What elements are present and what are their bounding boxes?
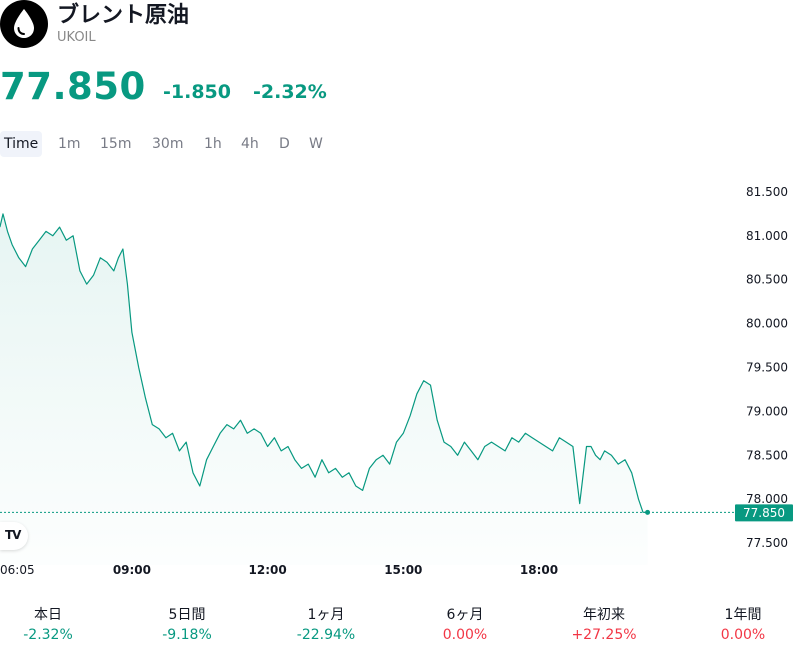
y-tick-label: 77.500 xyxy=(746,536,788,550)
perf-value: -9.18% xyxy=(162,627,212,643)
tab-1h[interactable]: 1h xyxy=(204,136,222,152)
header: ブレント原油 UKOIL xyxy=(0,0,800,60)
price-chart[interactable]: 81.500 81.000 80.500 80.000 79.500 79.000 78.5… xyxy=(0,170,800,590)
perf-label: 本日 xyxy=(34,607,62,623)
x-tick-label: 18:00 xyxy=(520,563,558,577)
perf-label: 1年間 xyxy=(724,607,762,623)
drop-icon xyxy=(0,0,48,48)
x-tick-label: 12:00 xyxy=(249,563,287,577)
tab-1m[interactable]: 1m xyxy=(58,136,81,152)
perf-5d[interactable]: 5日間 -9.18% xyxy=(122,605,252,645)
y-tick-label: 78.500 xyxy=(746,448,788,462)
x-tick-label: 06:05 xyxy=(0,563,35,577)
y-tick-label: 79.500 xyxy=(746,361,788,375)
tab-4h[interactable]: 4h xyxy=(241,136,259,152)
perf-1m[interactable]: 1ヶ月 -22.94% xyxy=(261,605,391,645)
perf-6m[interactable]: 6ヶ月 0.00% xyxy=(400,605,530,645)
perf-today[interactable]: 本日 -2.32% xyxy=(0,605,113,645)
perf-label: 6ヶ月 xyxy=(446,607,484,623)
tradingview-logo-icon[interactable]: TV xyxy=(0,522,28,550)
price-area-fill xyxy=(0,213,648,565)
tab-w[interactable]: W xyxy=(309,136,323,152)
timeframe-tabs: Time 1m 15m 30m 1h 4h D W xyxy=(0,131,360,157)
perf-label: 5日間 xyxy=(168,607,206,623)
tab-time[interactable]: Time xyxy=(0,131,43,157)
perf-value: 0.00% xyxy=(720,627,766,643)
perf-value: -2.32% xyxy=(23,627,73,643)
x-tick-label: 09:00 xyxy=(113,563,151,577)
perf-value: 0.00% xyxy=(442,627,488,643)
perf-ytd[interactable]: 年初来 +27.25% xyxy=(539,605,669,645)
tab-d[interactable]: D xyxy=(279,136,290,152)
y-tick-label: 80.000 xyxy=(746,317,788,331)
last-price-dot xyxy=(645,509,651,515)
quote-panel: 77.850 -1.850 -2.32% xyxy=(0,66,800,110)
perf-value: +27.25% xyxy=(571,627,637,643)
tab-30m[interactable]: 30m xyxy=(152,136,184,152)
last-price-badge xyxy=(735,504,793,522)
price-change-percent: -2.32% xyxy=(253,81,327,103)
x-tick-label: 15:00 xyxy=(384,563,422,577)
y-tick-label: 81.000 xyxy=(746,229,788,243)
price-line xyxy=(0,213,648,513)
performance-strip: 本日 -2.32% 5日間 -9.18% 1ヶ月 -22.94% 6ヶ月 0.0… xyxy=(0,605,800,655)
perf-value: -22.94% xyxy=(296,627,356,643)
tab-15m[interactable]: 15m xyxy=(100,136,132,152)
perf-label: 年初来 xyxy=(583,607,625,623)
y-tick-label: 79.000 xyxy=(746,404,788,418)
y-tick-label: 80.500 xyxy=(746,273,788,287)
perf-1y[interactable]: 1年間 0.00% xyxy=(678,605,800,645)
perf-label: 1ヶ月 xyxy=(307,607,345,623)
instrument-symbol: UKOIL xyxy=(57,30,96,45)
last-price: 77.850 xyxy=(0,65,146,108)
y-tick-label: 81.500 xyxy=(746,185,788,199)
last-price-badge-label: 77.850 xyxy=(743,506,785,520)
y-tick-label: 78.000 xyxy=(746,492,788,506)
tradingview-logo-text: TV xyxy=(5,528,22,542)
instrument-title: ブレント原油 xyxy=(57,3,190,28)
price-change: -1.850 xyxy=(163,81,231,103)
